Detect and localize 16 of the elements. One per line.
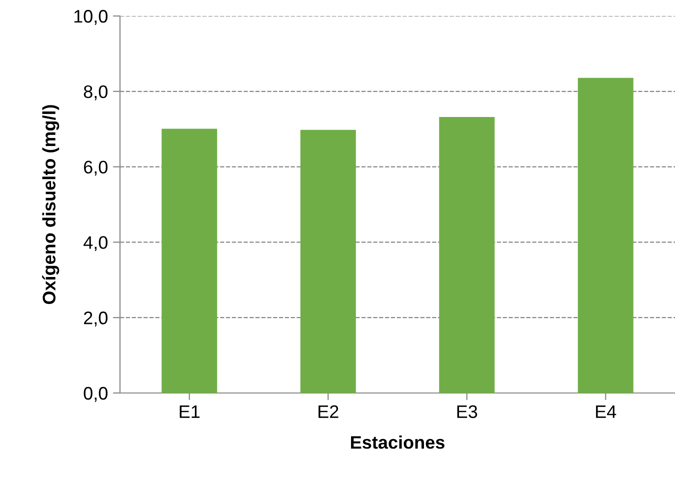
- x-tick-label: E2: [318, 405, 338, 418]
- x-tick-label: E4: [596, 405, 616, 418]
- bar: [439, 117, 495, 393]
- x-tick-label: E1: [180, 405, 200, 418]
- x-tick-label: E3: [457, 405, 478, 418]
- x-axis-title: Estaciones: [351, 436, 444, 449]
- bar: [162, 128, 218, 393]
- y-tick-label: 10,0: [74, 10, 108, 25]
- y-tick-label: 0,0: [84, 386, 108, 402]
- bar: [300, 130, 356, 393]
- y-tick-label: 2,0: [84, 312, 108, 326]
- y-tick-label: 4,0: [84, 236, 108, 252]
- y-tick-label: 8,0: [84, 85, 108, 100]
- y-tick-label: 6,0: [84, 160, 108, 176]
- bar: [578, 78, 634, 393]
- y-axis-title: Oxígeno disuelto (mg/l): [42, 105, 60, 304]
